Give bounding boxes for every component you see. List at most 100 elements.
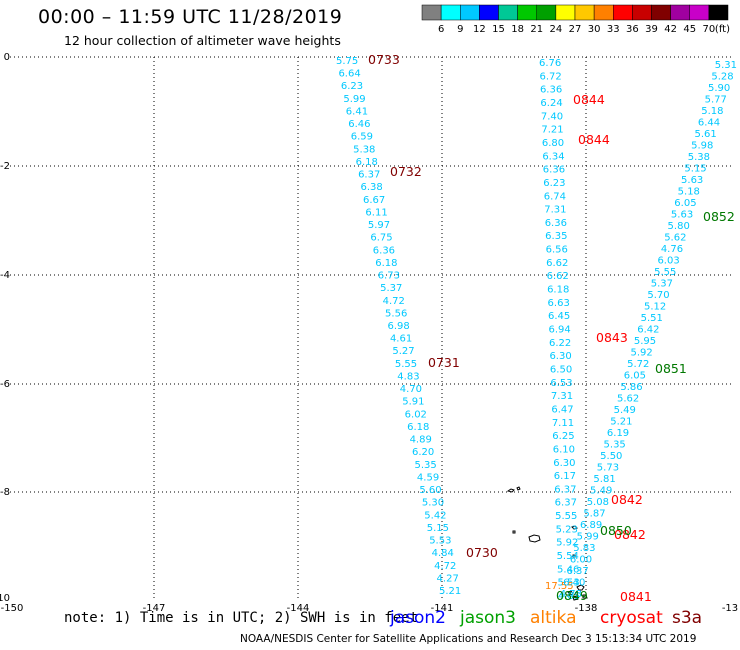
wave-height-label: 6.41 [346,106,368,117]
wave-height-label: 6.05 [674,198,696,209]
map-axes: -150 -147 -144 -141 -138 -13 0 -2 -4 -6 -8 -10 [0,52,738,614]
wave-height-label: 4.72 [434,561,456,572]
pass-time-label: 0850 [600,523,632,538]
wave-height-label: 5.18 [701,106,723,117]
wave-height-label: 6.11 [365,207,387,218]
wave-height-label: 4.89 [410,435,432,446]
colorbar-swatch [651,4,671,21]
page-subtitle: 12 hour collection of altimeter wave hei… [64,33,341,48]
pass-time-label: 0844 [578,132,610,147]
wave-height-label: 6.17 [554,471,576,482]
pass-time-label: 0851 [655,361,687,376]
wave-height-label: 5.63 [671,210,693,221]
wave-height-label: 6.50 [550,364,572,375]
pass-time-label: 0844 [573,92,605,107]
wave-height-label: 6.37 [554,484,576,495]
colorbar-tick-label: 18 [511,24,524,35]
wave-height-label: 5.90 [708,83,730,94]
wave-height-label: 5.92 [630,348,652,359]
wave-height-label: 4.70 [400,384,422,395]
legend-item-s3a: s3a [672,608,703,628]
colorbar-tick-label: 45 [683,24,696,35]
colorbar-tick-label: 15 [492,24,505,35]
wave-height-label: 6.23 [341,81,363,92]
footer-credit: NOAA/NESDIS Center for Satellite Applica… [240,633,697,645]
wave-height-label: 6.30 [549,351,571,362]
wave-height-label: 5.98 [691,141,713,152]
wave-height-label: 5.92 [556,538,578,549]
wave-height-label: 5.51 [641,313,663,324]
y-tick-label: -2 [0,161,10,172]
wave-height-label: 6.62 [547,271,569,282]
wave-height-label: 5.97 [368,220,390,231]
wave-height-label: 6.73 [378,271,400,282]
wave-height-label: 5.35 [604,440,626,451]
note-text: note: 1) Time is in UTC; 2) SWH is in fe… [64,610,419,626]
wave-height-label: 6.23 [543,178,565,189]
colorbar-tick-label: 6 [438,24,444,35]
x-tick-label: -13 [722,603,738,614]
wave-height-label: 5.99 [343,94,365,105]
wave-height-label: 6.05 [624,371,646,382]
wave-height-label: 5.53 [429,536,451,547]
wave-height-label: 7.31 [551,391,573,402]
wave-height-label: 6.34 [542,151,564,162]
wave-height-label: 5.49 [614,405,636,416]
wave-height-label: 5.38 [353,144,375,155]
colorbar-swatch [632,4,652,21]
wave-height-label: 6.62 [546,258,568,269]
wave-height-label: 5.60 [419,485,441,496]
colorbar-tick-label: 36 [626,24,639,35]
wave-height-label: 5.61 [695,129,717,140]
wave-height-label: 6.18 [547,285,569,296]
colorbar-swatch [708,4,729,21]
colorbar-swatch [536,4,557,21]
y-tick-label: -10 [0,593,10,604]
pass-time-label: 0852 [703,209,735,224]
colorbar-swatch [555,4,576,21]
legend-item-altika: altika [530,608,577,628]
wave-height-label: 4.72 [383,296,405,307]
wave-height-label: 6.80 [542,138,564,149]
wave-height-label: 6.24 [540,98,562,109]
wave-height-label: 6.72 [539,71,561,82]
colorbar-tick-label: 70 [703,24,716,35]
wave-height-label: 4.76 [661,244,683,255]
wave-height-label: 5.55 [654,267,676,278]
colorbar-tick-label: 39 [645,24,658,35]
pass-time-label: 0730 [466,545,498,560]
legend-item-cryosat: cryosat [600,608,663,628]
pass-time-label: 0731 [428,355,460,370]
wave-height-label: 6.38 [361,182,383,193]
wave-height-label: 5.73 [597,463,619,474]
colorbar-swatch [440,4,461,21]
wave-height-label: 5.23 [556,524,578,535]
track-left: 5.75 6.646.23 5.996.41 6.46 6.595.38 6.18 6.37… [336,52,498,597]
wave-height-label: 6.30 [553,458,575,469]
wave-height-label: 6.89 [580,520,602,531]
island-outline [572,595,579,601]
pass-time-label: 0732 [390,164,422,179]
island-outline [571,525,578,530]
wave-height-label: 5.55 [555,511,577,522]
wave-height-label: 5.12 [644,302,666,313]
wave-height-label: 5.27 [392,346,414,357]
wave-height-label: 5.49 [590,486,612,497]
wave-height-label: 6.44 [698,118,720,129]
wave-height-label: 6.94 [549,325,571,336]
wave-height-label: 6.00 [570,555,592,566]
wave-height-label: 5.91 [402,397,424,408]
wave-height-label: 6.37 [555,498,577,509]
wave-height-label: 6.42 [637,325,659,336]
island-outlines [506,486,588,601]
pass-time-label: 0733 [368,52,400,67]
wave-height-label: 5.62 [664,233,686,244]
y-tick-label: -6 [0,379,10,390]
wave-height-label: 6.10 [553,444,575,455]
island-outline [576,584,585,591]
wave-height-label: 5.83 [573,543,595,554]
colorbar-swatch [574,4,595,21]
wave-height-label: 5.99 [577,532,599,543]
wave-height-label: 5.37 [651,279,673,290]
